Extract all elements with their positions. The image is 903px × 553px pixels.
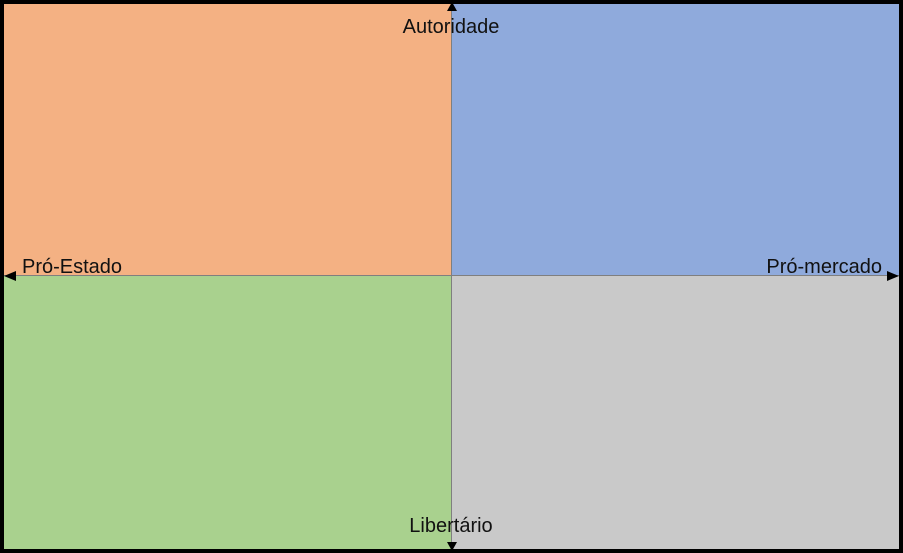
quadrant-bottom-left [4,275,452,549]
horizontal-axis [4,275,899,276]
vertical-axis [451,4,452,549]
axis-label-right: Pró-mercado [766,256,882,278]
quadrant-top-left [4,4,452,275]
arrow-left-icon [4,271,16,281]
arrow-right-icon [887,271,899,281]
quadrant-bottom-right [452,275,899,549]
axis-label-bottom: Libertário [409,515,493,537]
quadrant-top-right [452,4,899,275]
axis-label-top: Autoridade [402,16,500,38]
arrow-up-icon [447,2,457,11]
axis-label-left: Pró-Estado [22,256,123,278]
arrow-down-icon [447,542,457,551]
